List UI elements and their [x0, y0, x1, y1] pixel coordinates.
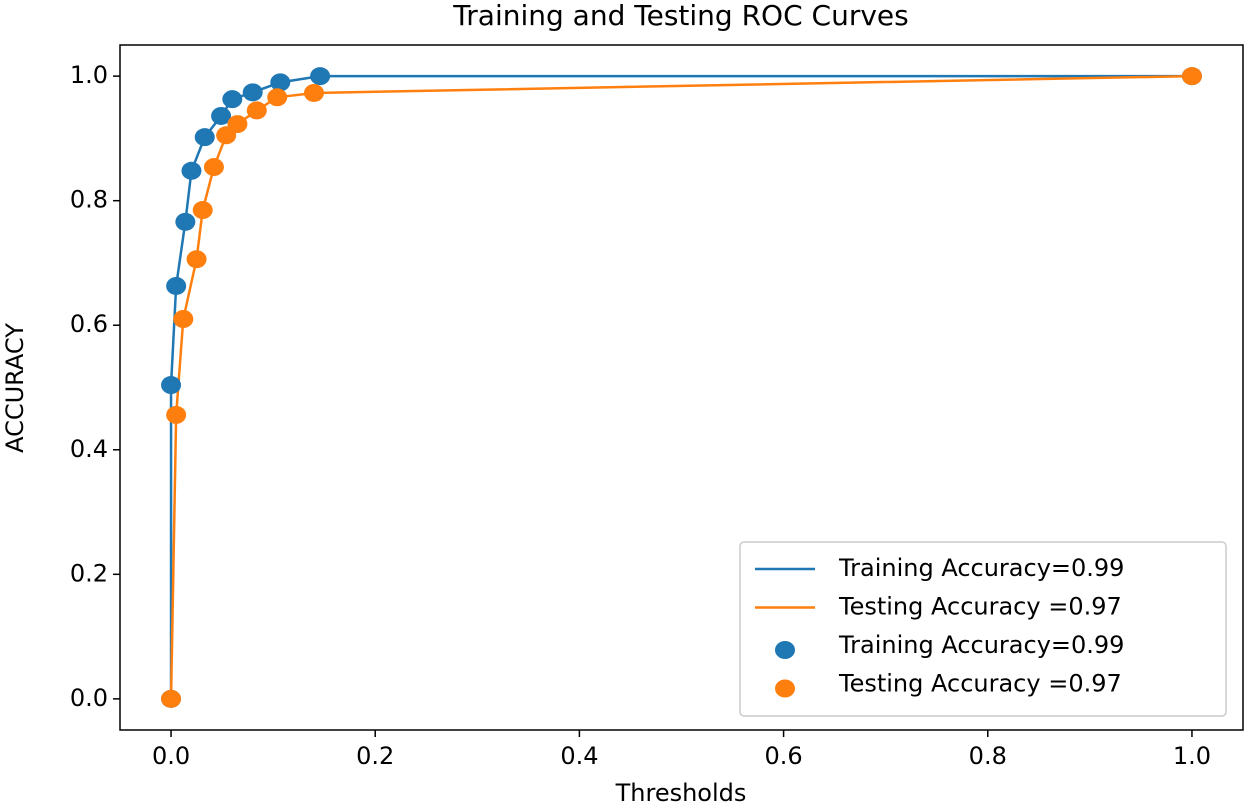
point — [270, 73, 291, 92]
point — [267, 88, 288, 107]
y-tick-label: 0.4 — [70, 435, 108, 463]
legend-marker — [775, 641, 795, 659]
legend-marker — [775, 679, 795, 698]
legend-label: Testing Accuracy =0.97 — [838, 670, 1122, 698]
point — [186, 250, 207, 269]
x-tick-label: 0.8 — [969, 742, 1007, 770]
point — [203, 158, 224, 177]
legend-label: Training Accuracy=0.99 — [838, 631, 1124, 659]
point — [211, 106, 232, 125]
point — [175, 212, 196, 231]
y-axis-label: ACCURACY — [1, 323, 29, 453]
point — [242, 83, 263, 102]
chart-title: Training and Testing ROC Curves — [452, 0, 908, 32]
x-tick-label: 0.6 — [765, 742, 803, 770]
point — [310, 67, 331, 86]
y-tick-label: 0.8 — [70, 186, 108, 214]
point — [181, 161, 202, 180]
point — [192, 201, 213, 220]
point — [303, 83, 324, 102]
point — [161, 689, 182, 708]
x-tick-label: 0.4 — [560, 742, 598, 770]
legend-box — [739, 541, 1227, 717]
y-tick-label: 0.0 — [70, 684, 108, 712]
plot-frame — [119, 44, 1244, 731]
point — [194, 128, 215, 147]
legend-label: Training Accuracy=0.99 — [838, 554, 1124, 582]
y-tick-label: 1.0 — [70, 61, 108, 89]
x-tick-label: 1.0 — [1173, 742, 1211, 770]
point — [1181, 67, 1202, 86]
y-tick-label: 0.2 — [70, 559, 108, 587]
legend-label: Testing Accuracy =0.97 — [838, 593, 1122, 621]
point — [161, 376, 182, 395]
x-tick-label: 0.2 — [356, 742, 394, 770]
point — [222, 90, 243, 109]
y-tick-label: 0.6 — [70, 310, 108, 338]
point — [246, 101, 267, 120]
x-axis-label: Thresholds — [615, 779, 747, 807]
point — [166, 276, 187, 295]
point — [166, 405, 187, 424]
point — [173, 310, 194, 328]
point — [227, 115, 248, 134]
x-tick-label: 0.0 — [152, 742, 190, 770]
